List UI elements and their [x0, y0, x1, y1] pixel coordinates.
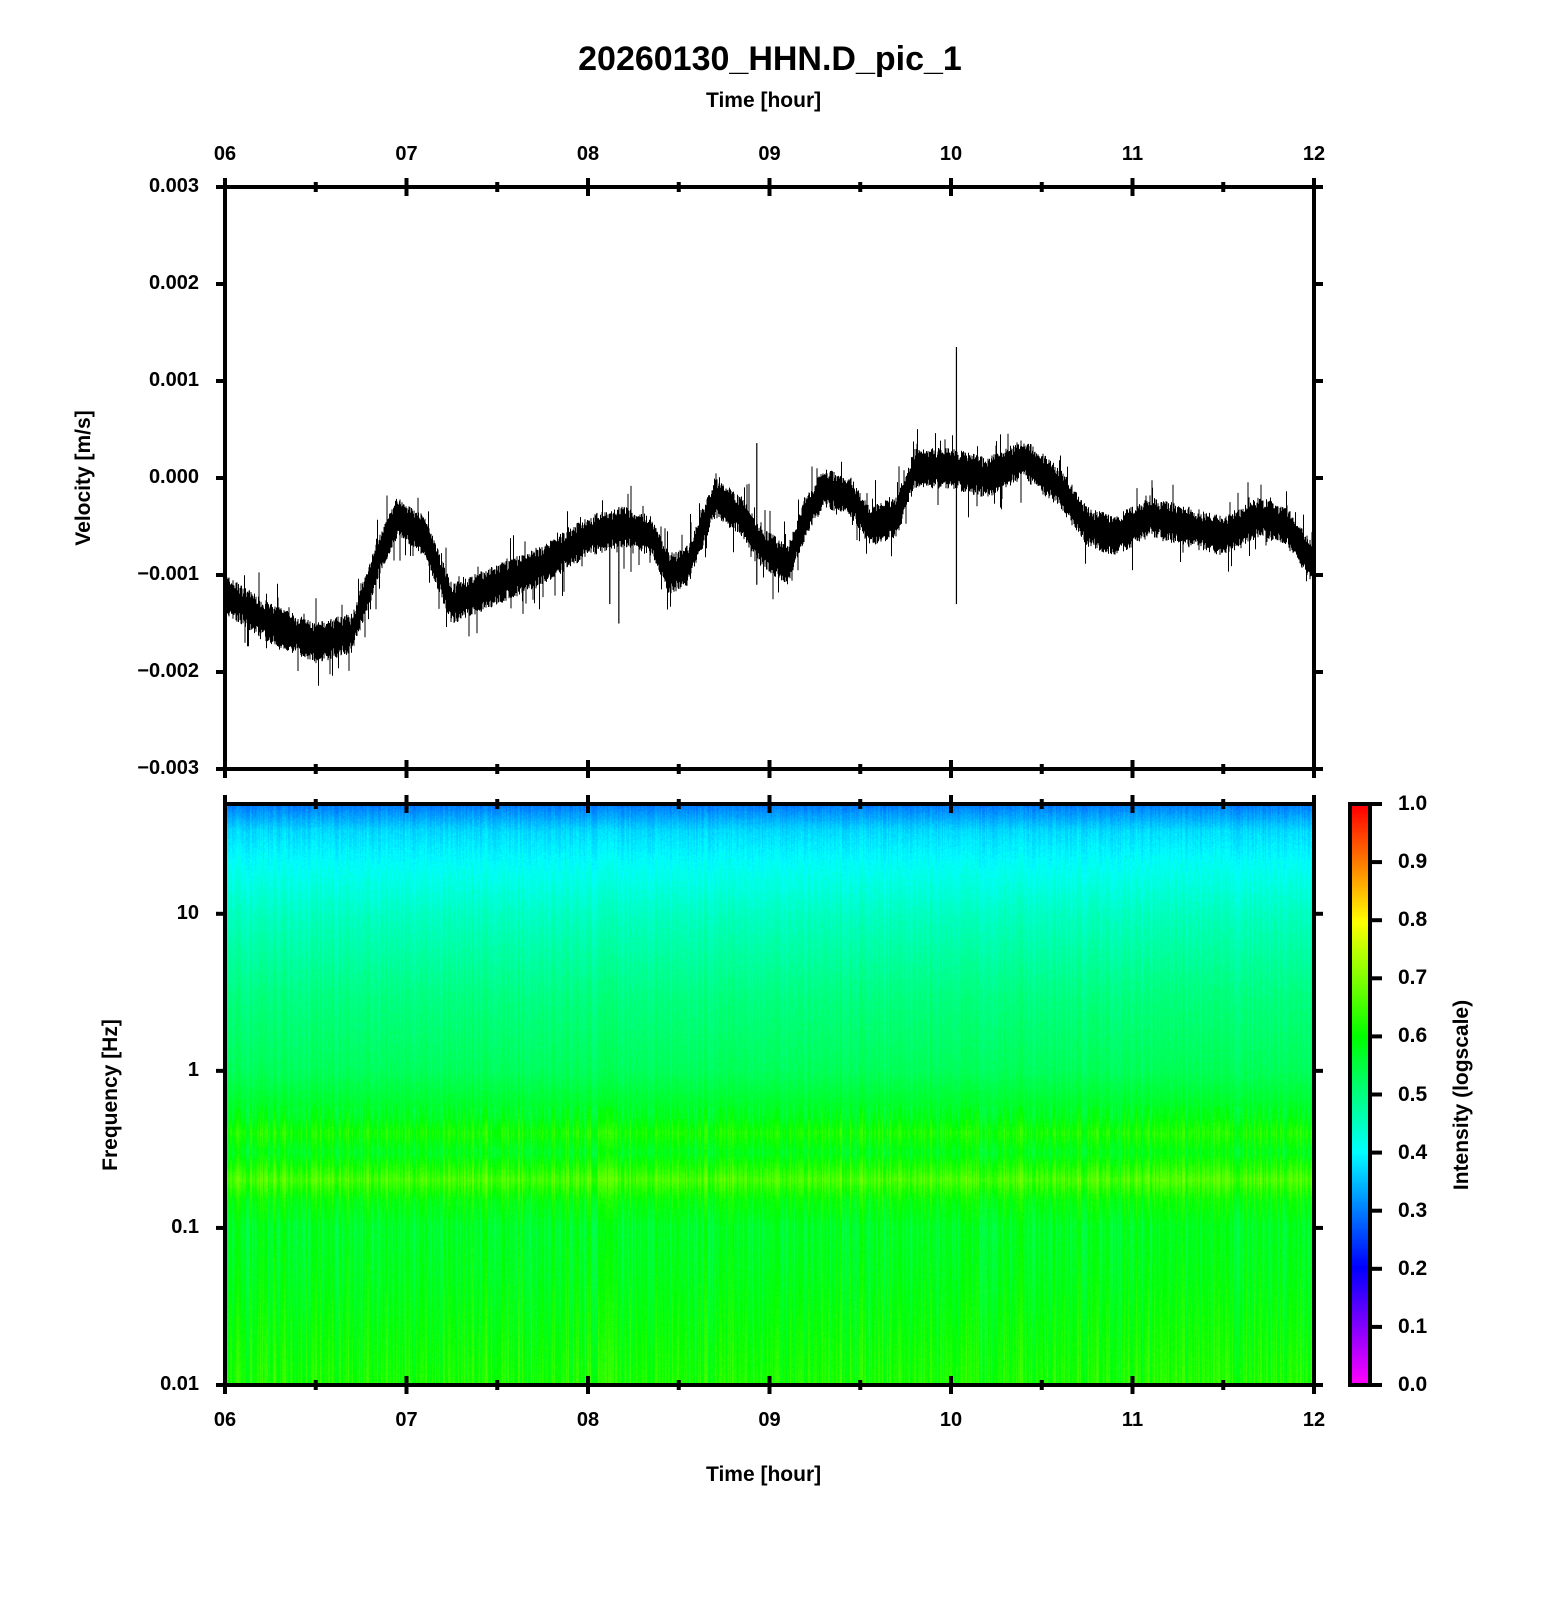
velocity-tick-label: 0.003 [148, 175, 199, 197]
colorbar-tick-label: 0.4 [1398, 1140, 1428, 1164]
x-axis-label: Time [hour] [706, 1463, 822, 1486]
velocity-tick-label: −0.003 [137, 757, 199, 779]
colorbar-tick-label: 0.5 [1398, 1082, 1428, 1106]
x-tick-label-top: 09 [758, 143, 781, 165]
x-tick-label-top: 10 [939, 143, 963, 165]
x-tick-label-bottom: 08 [576, 1409, 600, 1431]
x-tick-label-bottom: 06 [213, 1409, 237, 1431]
x-tick-label-top: 07 [395, 143, 418, 165]
spectrogram-image [227, 806, 1312, 1383]
colorbar-tick-label: 0.3 [1398, 1198, 1428, 1222]
colorbar-tick-label: 0.8 [1398, 908, 1428, 932]
colorbar-tick-label: 0.2 [1398, 1256, 1428, 1280]
colorbar-tick-label: 0.6 [1398, 1024, 1428, 1048]
colorbar-frame [1348, 802, 1372, 1387]
velocity-waveform [224, 429, 1315, 686]
velocity-tick-label: −0.002 [137, 660, 199, 682]
velocity-tick-label: 0.002 [148, 272, 199, 294]
colorbar-tick-label: 0.1 [1398, 1314, 1428, 1338]
x-tick-label-top: 08 [576, 143, 600, 165]
x-tick-label-bottom: 07 [395, 1409, 418, 1431]
spectrogram-frame [223, 802, 1316, 1387]
x-tick-label-bottom: 09 [758, 1409, 781, 1431]
velocity-tick-label: 0.001 [148, 369, 199, 391]
chart-title: 20260130_HHN.D_pic_1 [578, 40, 962, 78]
colorbar-tick-label: 1.0 [1398, 792, 1428, 815]
colorbar-tick-label: 0.7 [1398, 966, 1428, 990]
top-x-axis-label: Time [hour] [706, 89, 822, 112]
colorbar-gradient [1352, 806, 1368, 1383]
x-tick-label-top: 12 [1302, 143, 1326, 165]
x-tick-label-bottom: 12 [1302, 1409, 1326, 1431]
colorbar-tick-label: 0.0 [1398, 1373, 1428, 1396]
waveform-frame [223, 185, 1316, 771]
x-tick-label-bottom: 10 [939, 1409, 963, 1431]
frequency-tick-label: 0.01 [160, 1373, 199, 1395]
frequency-tick-label: 0.1 [171, 1215, 199, 1238]
colorbar-tick-label: 0.9 [1398, 850, 1428, 874]
frequency-tick-label: 1 [187, 1058, 199, 1081]
x-tick-label-top: 06 [213, 143, 237, 165]
x-tick-label-top: 11 [1121, 143, 1144, 165]
velocity-tick-label: 0.000 [148, 466, 199, 488]
velocity-tick-label: −0.001 [137, 563, 199, 585]
frequency-tick-label: 10 [176, 901, 199, 924]
x-tick-label-bottom: 11 [1121, 1409, 1144, 1431]
